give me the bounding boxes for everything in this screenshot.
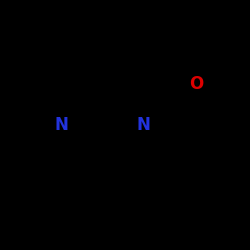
Text: N: N [54, 116, 68, 134]
Text: O: O [189, 75, 203, 93]
Text: N: N [137, 116, 151, 134]
